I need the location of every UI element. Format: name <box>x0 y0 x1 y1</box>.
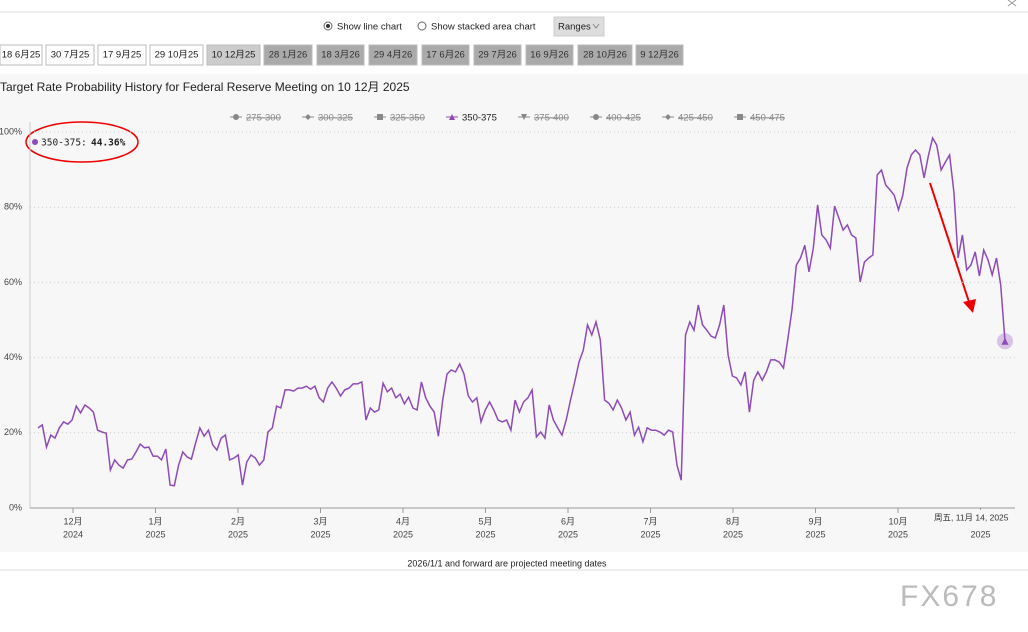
radio-dot <box>326 24 330 28</box>
tab-label[interactable]: 29 4月26 <box>374 50 413 61</box>
crosshair-label: 周五, 11月 14, 2025 <box>934 512 1009 522</box>
annotation-arrow <box>929 182 971 306</box>
tab[interactable] <box>473 44 522 66</box>
chart-title: Target Rate Probability History for Fede… <box>0 80 410 94</box>
x-tick-year: 2025 <box>970 529 990 539</box>
chevron <box>592 23 600 29</box>
x-tick-month: 12月 <box>63 516 82 526</box>
annotation-ellipse <box>25 121 139 163</box>
x-tick-year: 2025 <box>640 529 660 539</box>
tab-label[interactable]: 18 3月26 <box>321 50 360 61</box>
y-tick-label: 100% <box>0 126 22 136</box>
y-tick-label: 40% <box>4 352 22 362</box>
ranges-button[interactable] <box>553 16 605 37</box>
legend-label[interactable]: 450-475 <box>750 113 785 124</box>
chart-panel <box>0 74 1028 552</box>
tab[interactable] <box>635 44 684 66</box>
annotation-arrowhead <box>963 299 976 313</box>
tab-label[interactable]: 9 12月26 <box>640 50 679 61</box>
tab[interactable] <box>368 44 418 66</box>
tab-label[interactable]: 30 7月25 <box>51 50 90 61</box>
tab[interactable] <box>525 44 574 66</box>
tooltip-value: 44.36% <box>91 138 126 149</box>
x-tick-year: 2025 <box>310 529 330 539</box>
legend-marker <box>233 114 239 120</box>
tab-label[interactable]: 29 10月25 <box>155 50 199 61</box>
legend-label[interactable]: 400-425 <box>606 113 641 124</box>
tab-label[interactable]: 28 1月26 <box>269 50 308 61</box>
x-tick-year: 2025 <box>475 529 495 539</box>
legend-marker <box>521 114 527 120</box>
note: 2026/1/1 and forward are projected meeti… <box>407 558 607 568</box>
legend-label[interactable]: 425-450 <box>678 113 713 124</box>
x-tick-month: 4月 <box>396 516 410 526</box>
legend-marker <box>377 114 383 120</box>
tooltip-dot <box>32 139 38 145</box>
radio-label[interactable]: Show stacked area chart <box>431 22 536 33</box>
x-tick-year: 2025 <box>558 529 578 539</box>
x-tick-month: 10月 <box>888 516 907 526</box>
x-tick-year: 2024 <box>63 529 83 539</box>
x-tick-month: 7月 <box>643 516 657 526</box>
legend-marker <box>665 114 671 120</box>
tab-label[interactable]: 28 10月26 <box>583 50 627 61</box>
y-tick-label: 20% <box>4 427 22 437</box>
x-tick-year: 2025 <box>228 529 248 539</box>
legend-label[interactable]: 300-325 <box>318 113 353 124</box>
tab[interactable] <box>149 44 204 66</box>
hover-point <box>1001 337 1009 345</box>
x-tick-year: 2025 <box>805 529 825 539</box>
x-tick-month: 3月 <box>313 516 327 526</box>
x-tick-year: 2025 <box>723 529 743 539</box>
crosshair-box <box>930 510 1018 525</box>
y-tick-label: 0% <box>9 502 22 512</box>
legend-marker <box>449 114 455 120</box>
tab[interactable] <box>577 44 633 66</box>
x-tick-month: 9月 <box>808 516 822 526</box>
tab-label[interactable]: 17 9月25 <box>103 50 142 61</box>
legend-label[interactable]: 375-400 <box>534 113 569 124</box>
y-tick-label: 80% <box>4 202 22 212</box>
ranges-label[interactable]: Ranges <box>558 22 591 33</box>
legend-marker <box>305 114 311 120</box>
series-line <box>37 136 1006 487</box>
x-tick-month: 2月 <box>231 516 245 526</box>
legend-marker <box>593 114 599 120</box>
tooltip-name: 350-375: <box>41 138 87 149</box>
tab[interactable] <box>263 44 313 66</box>
radio[interactable] <box>417 21 427 31</box>
radio-label[interactable]: Show line chart <box>337 22 402 33</box>
y-tick-label: 60% <box>4 277 22 287</box>
tab[interactable] <box>0 44 43 66</box>
x-tick-year: 2025 <box>888 529 908 539</box>
tab-label[interactable]: 18 6月25 <box>2 50 41 61</box>
close-icon[interactable] <box>1007 0 1017 7</box>
x-tick-month: 5月 <box>478 516 492 526</box>
tab[interactable] <box>316 44 365 66</box>
legend-label[interactable]: 350-375 <box>462 113 497 124</box>
tab-label[interactable]: 16 9月26 <box>530 50 569 61</box>
legend-label[interactable]: 275-300 <box>246 113 281 124</box>
legend-marker <box>737 114 743 120</box>
tab-label[interactable]: 17 6月26 <box>426 50 465 61</box>
tab[interactable] <box>421 44 470 66</box>
tab-label[interactable]: 29 7月26 <box>478 50 517 61</box>
x-tick-year: 2025 <box>145 529 165 539</box>
watermark: FX678 <box>900 580 998 613</box>
tab[interactable] <box>45 44 95 66</box>
x-tick-month: 6月 <box>561 516 575 526</box>
tab[interactable] <box>97 44 147 66</box>
tab-label[interactable]: 10 12月25 <box>212 50 256 61</box>
x-tick-month: 8月 <box>726 516 740 526</box>
legend-label[interactable]: 325-350 <box>390 113 425 124</box>
x-tick-year: 2025 <box>393 529 413 539</box>
x-tick-month: 1月 <box>148 516 162 526</box>
tab[interactable] <box>206 44 261 66</box>
